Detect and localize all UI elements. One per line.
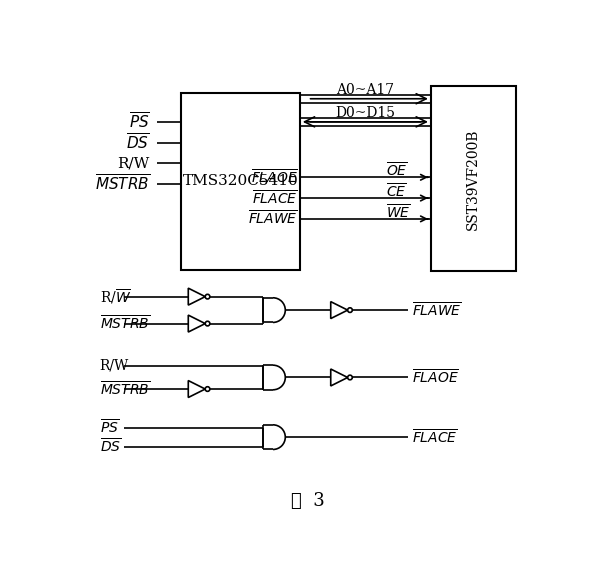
Text: $\overline{PS}$: $\overline{PS}$ [100, 419, 119, 437]
Text: $\overline{FLACE}$: $\overline{FLACE}$ [412, 428, 457, 446]
Text: $\overline{DS}$: $\overline{DS}$ [100, 438, 121, 456]
Text: $\overline{CE}$: $\overline{CE}$ [386, 182, 407, 200]
Text: D0~D15: D0~D15 [335, 105, 395, 120]
Text: $\overline{DS}$: $\overline{DS}$ [126, 133, 150, 153]
Text: $\overline{FLACE}$: $\overline{FLACE}$ [252, 189, 297, 207]
Text: R/$\overline{W}$: R/$\overline{W}$ [100, 287, 131, 306]
Text: $\overline{FLAOE}$: $\overline{FLAOE}$ [251, 168, 297, 186]
Text: R/W: R/W [100, 359, 129, 373]
Text: $\overline{MSTRB}$: $\overline{MSTRB}$ [100, 380, 150, 398]
Text: $\overline{PS}$: $\overline{PS}$ [129, 112, 150, 132]
Text: $\overline{OE}$: $\overline{OE}$ [386, 161, 408, 179]
Text: $\overline{FLAOE}$: $\overline{FLAOE}$ [412, 368, 459, 387]
Bar [431, 86, 516, 271]
Text: A0~A17: A0~A17 [337, 82, 394, 97]
Text: TMS320C5410: TMS320C5410 [182, 174, 298, 188]
Bar [180, 93, 300, 270]
Text: R/W: R/W [118, 156, 150, 170]
Text: 图  3: 图 3 [291, 492, 325, 510]
Text: $\overline{MSTRB}$: $\overline{MSTRB}$ [100, 314, 150, 333]
Text: SST39VF200B: SST39VF200B [466, 128, 480, 229]
Text: $\overline{FLAWE}$: $\overline{FLAWE}$ [248, 210, 297, 228]
Text: $\overline{WE}$: $\overline{WE}$ [386, 203, 410, 221]
Text: $\overline{FLAWE}$: $\overline{FLAWE}$ [412, 301, 461, 319]
Text: $\overline{MSTRB}$: $\overline{MSTRB}$ [94, 174, 150, 195]
